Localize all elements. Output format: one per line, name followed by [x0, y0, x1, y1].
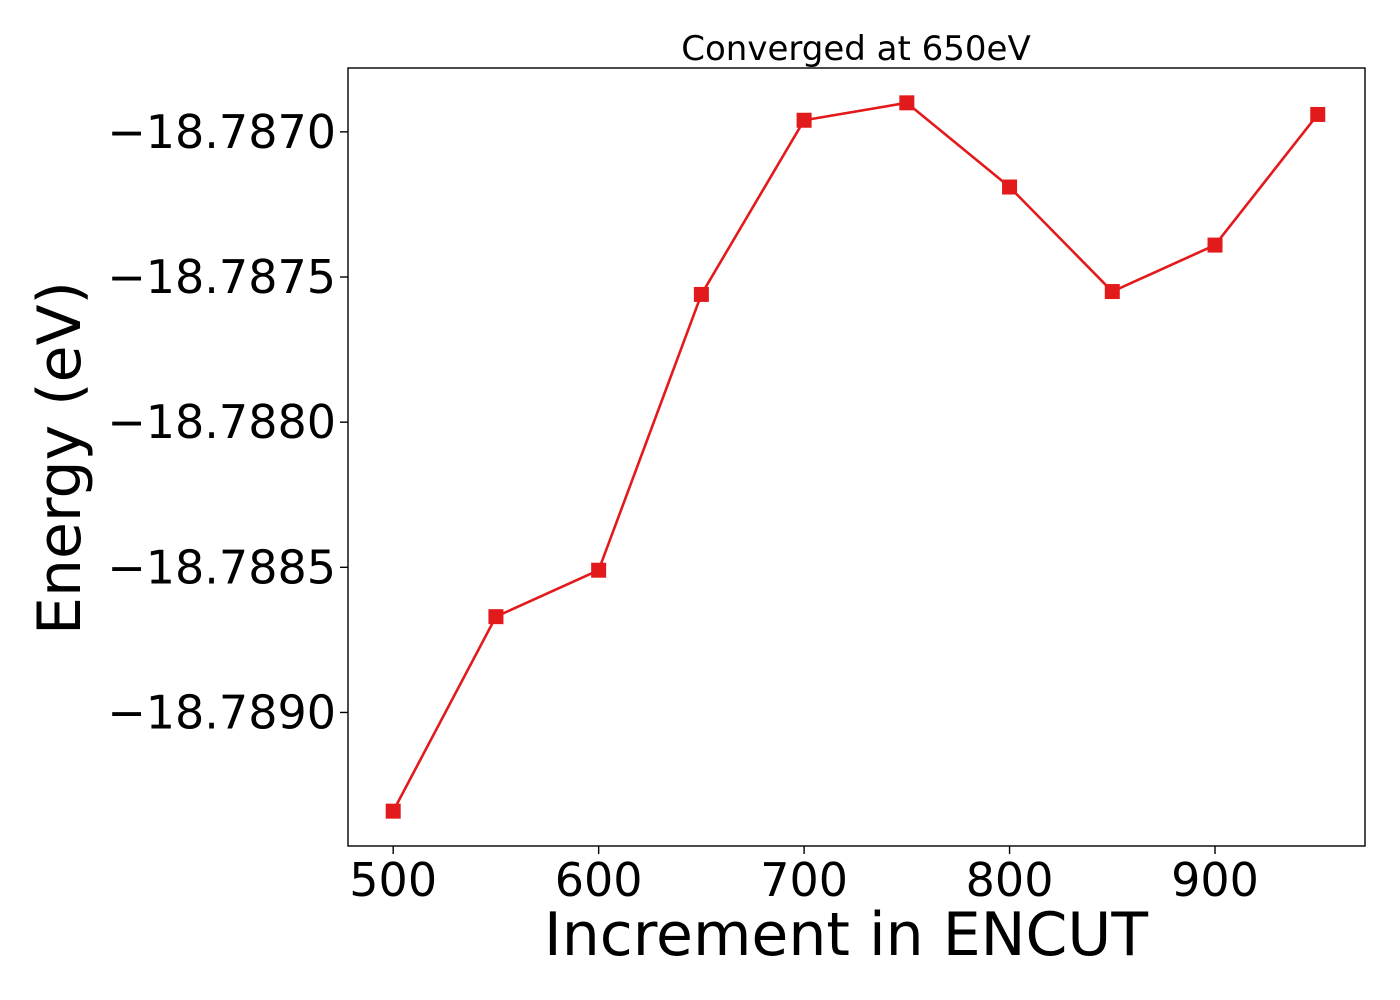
y-tick-label: −18.7870: [107, 105, 336, 159]
data-point-marker: [385, 803, 401, 819]
data-point-marker: [796, 112, 812, 128]
plot-area: [347, 67, 1366, 847]
x-tick-label: 900: [1171, 853, 1259, 907]
y-axis-label: Energy (eV): [25, 281, 95, 635]
x-tick-label: 800: [966, 853, 1054, 907]
y-tick-label: −18.7885: [107, 540, 336, 594]
x-axis-label: Increment in ENCUT: [544, 900, 1148, 970]
x-tick-label: 600: [555, 853, 643, 907]
chart-title: Converged at 650eV: [681, 29, 1030, 69]
x-axis-ticks: 500 600 700 800 900: [349, 846, 1259, 907]
y-tick-label: −18.7875: [107, 250, 336, 304]
data-point-marker: [488, 609, 504, 625]
y-tick-label: −18.7880: [107, 395, 336, 449]
data-point-marker: [1207, 237, 1223, 253]
data-point-marker: [1310, 106, 1326, 122]
series-layer: [385, 95, 1326, 819]
y-tick-label: −18.7890: [107, 685, 336, 739]
data-point-marker: [1104, 284, 1120, 300]
x-tick-label: 700: [760, 853, 848, 907]
data-point-marker: [693, 286, 709, 302]
data-point-marker: [899, 95, 915, 111]
data-point-marker: [1002, 179, 1018, 195]
y-axis-ticks: −18.7870 −18.7875 −18.7880 −18.7885 −18.7890: [107, 105, 348, 739]
series-line: [392, 101, 1319, 812]
x-tick-label: 500: [349, 853, 437, 907]
data-point-marker: [591, 562, 607, 578]
